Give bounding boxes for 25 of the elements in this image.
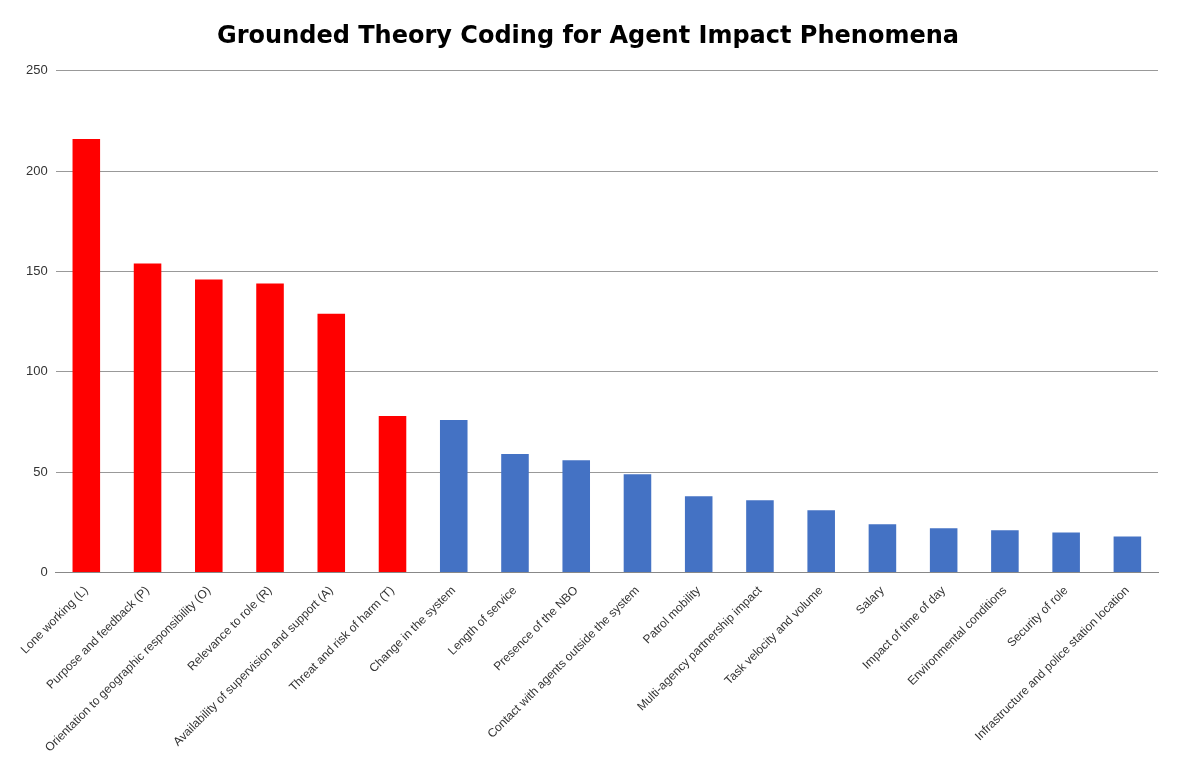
bar <box>501 454 529 573</box>
y-tick-label: 0 <box>40 564 48 580</box>
bar <box>133 263 162 573</box>
y-tick-label: 200 <box>25 162 48 178</box>
bar <box>1052 532 1080 573</box>
bar <box>929 528 958 573</box>
bar <box>378 415 407 573</box>
bar <box>317 313 346 573</box>
y-tick-label: 150 <box>25 263 48 279</box>
bar <box>72 139 101 573</box>
bar <box>684 496 713 573</box>
bar <box>623 474 652 573</box>
bar <box>439 420 468 573</box>
y-tick-label: 50 <box>33 463 48 479</box>
y-tick-label: 100 <box>25 363 48 379</box>
y-tick-label: 250 <box>25 62 48 78</box>
bar <box>991 530 1019 573</box>
chart-title: Grounded Theory Coding for Agent Impact Phenomena <box>217 20 959 49</box>
bar <box>195 279 223 573</box>
bar <box>746 500 774 573</box>
bar <box>868 524 897 573</box>
bar <box>256 283 284 573</box>
bar <box>807 510 835 573</box>
bar <box>1113 536 1142 573</box>
bar <box>562 460 590 573</box>
